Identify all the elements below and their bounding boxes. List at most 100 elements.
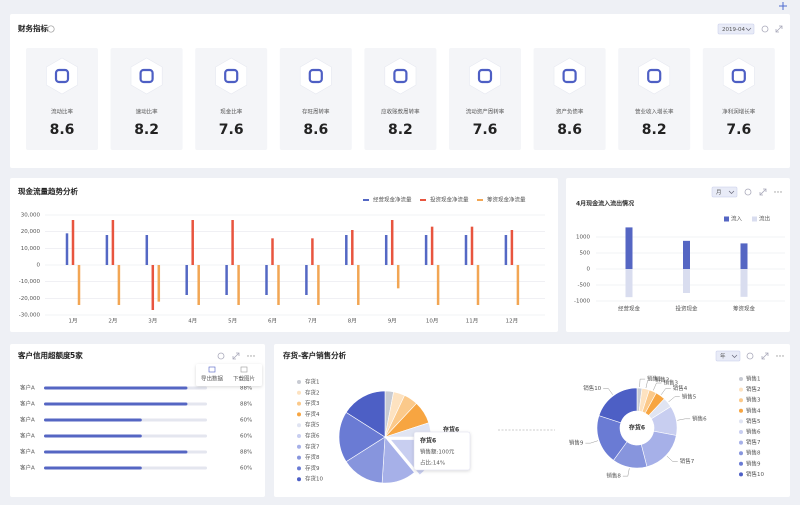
- slice-label: 销售8: [606, 472, 621, 480]
- legend-swatch: [297, 380, 301, 384]
- x-tick-label: 4月: [188, 318, 197, 325]
- legend-label: 存货1: [305, 378, 320, 386]
- legend-label: 存货9: [305, 464, 320, 472]
- kpi-icon-bg: [722, 57, 755, 95]
- leader-line: [645, 379, 653, 389]
- slice-label: 销售1: [647, 375, 662, 383]
- value-label: 88%: [240, 450, 252, 456]
- legend-label: 存货2: [305, 388, 320, 396]
- action-button[interactable]: 导出数据: [201, 375, 224, 383]
- more-icon[interactable]: [776, 355, 778, 357]
- bar: [44, 434, 142, 438]
- kpi-icon-bg: [384, 57, 417, 95]
- highlight-label: 存货6: [443, 426, 459, 434]
- kpi-icon-bg: [46, 57, 78, 95]
- add-icon[interactable]: [779, 2, 787, 10]
- legend-label: 销售5: [746, 417, 761, 425]
- pie-slice: [345, 390, 386, 438]
- more-icon[interactable]: [253, 355, 255, 357]
- legend-label: 销售4: [746, 406, 761, 414]
- more-icon[interactable]: [250, 355, 252, 357]
- select-value: 年: [720, 352, 726, 360]
- bar: [683, 240, 690, 269]
- expand-icon[interactable]: [759, 188, 767, 196]
- refresh-icon[interactable]: [761, 25, 769, 33]
- more-icon[interactable]: [777, 191, 779, 193]
- kpi-value: 8.6: [303, 122, 328, 138]
- more-icon[interactable]: [247, 355, 249, 357]
- legend-label: 流出: [759, 215, 770, 223]
- kpi-card: [618, 48, 691, 150]
- bar: [504, 235, 508, 265]
- x-tick-label: 11月: [466, 318, 479, 325]
- more-icon[interactable]: [779, 355, 781, 357]
- legend-swatch: [739, 472, 743, 477]
- y-tick-label: 20,000: [21, 229, 41, 235]
- select-box[interactable]: [711, 186, 738, 198]
- value-label: 60%: [240, 466, 252, 472]
- select-value: 2019-04: [722, 27, 745, 33]
- y-tick-label: 客户A: [20, 464, 35, 472]
- panel-title: 财务指标: [17, 23, 48, 33]
- bar: [683, 269, 690, 293]
- legend-swatch: [297, 444, 301, 449]
- more-icon[interactable]: [780, 191, 782, 193]
- pie-slice: [338, 411, 386, 463]
- legend-swatch: [297, 423, 301, 428]
- action-icon[interactable]: [240, 366, 248, 373]
- bar: [384, 235, 388, 265]
- kpi-value: 8.6: [50, 122, 75, 138]
- bar: [71, 220, 75, 265]
- kpi-label: 净利润增长率: [722, 108, 756, 116]
- kpi-icon: [308, 68, 323, 84]
- bar: [625, 227, 633, 269]
- kpi-value: 7.6: [473, 122, 498, 138]
- leader-line: [585, 440, 599, 444]
- action-icon[interactable]: [208, 366, 216, 373]
- chart-title: 存货-客户销售分析: [282, 350, 347, 360]
- kpi-icon-bg: [299, 57, 332, 95]
- panel: [566, 178, 790, 332]
- expand-icon[interactable]: [761, 352, 769, 360]
- more-icon[interactable]: [774, 191, 776, 193]
- select-box[interactable]: [715, 350, 741, 362]
- legend-swatch: [739, 387, 743, 392]
- refresh-icon[interactable]: [744, 188, 752, 196]
- tooltip-title: 存货6: [420, 437, 436, 445]
- legend-swatch: [739, 440, 743, 445]
- refresh-icon[interactable]: [217, 352, 225, 360]
- bar: [424, 235, 428, 265]
- kpi-value: 7.6: [726, 122, 751, 138]
- select-box[interactable]: [717, 23, 755, 35]
- popup-menu: [196, 364, 262, 386]
- legend-label: 经营现金净流量: [373, 196, 412, 204]
- refresh-icon[interactable]: [746, 352, 754, 360]
- action-button[interactable]: 下载图片: [233, 375, 255, 383]
- x-tick-label: 经营现金: [618, 305, 641, 313]
- leader-line: [677, 418, 691, 421]
- legend-swatch: [297, 477, 301, 482]
- y-tick-label: -10,000: [19, 279, 41, 285]
- expand-icon[interactable]: [232, 352, 240, 360]
- bar: [430, 226, 434, 265]
- legend-swatch: [297, 466, 301, 471]
- expand-icon[interactable]: [775, 25, 783, 33]
- legend-swatch: [752, 216, 757, 222]
- bar: [111, 220, 115, 265]
- y-tick-label: -1000: [574, 299, 590, 305]
- value-label: 60%: [240, 418, 252, 424]
- x-tick-label: 6月: [268, 318, 277, 325]
- bar: [470, 226, 474, 265]
- legend-label: 存货8: [305, 453, 320, 461]
- bar: [44, 386, 188, 390]
- kpi-value: 8.6: [557, 122, 582, 138]
- more-icon[interactable]: [782, 355, 784, 357]
- select-value: 月: [716, 189, 722, 196]
- kpi-label: 现金比率: [220, 108, 243, 116]
- donut-slice: [598, 387, 638, 424]
- info-icon: [47, 25, 55, 33]
- bar: [44, 450, 188, 454]
- legend-swatch: [297, 390, 301, 395]
- kpi-card: [364, 48, 437, 150]
- kpi-label: 营业收入增长率: [635, 108, 674, 116]
